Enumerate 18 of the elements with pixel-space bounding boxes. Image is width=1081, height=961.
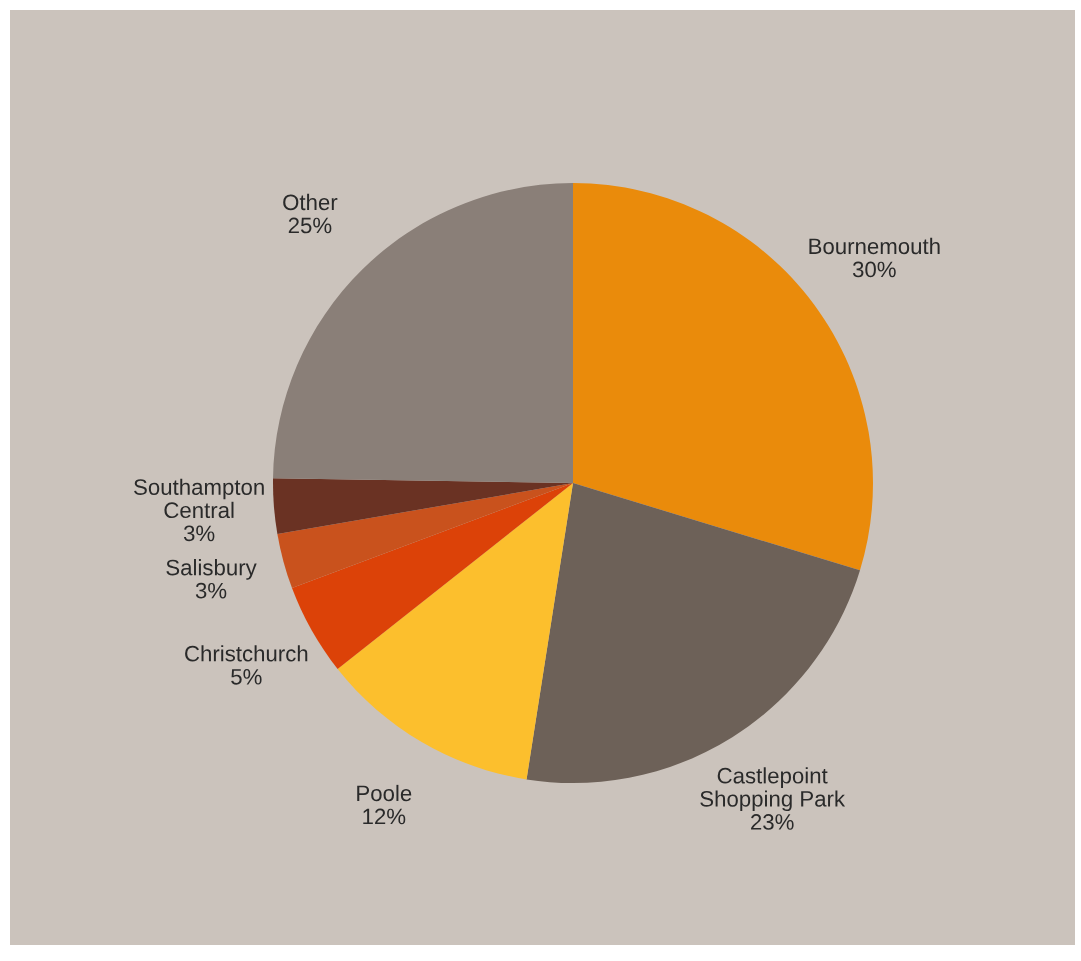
data-label: 5% — [231, 669, 262, 685]
data-label: 3% — [183, 525, 215, 542]
data-label: 12% — [363, 808, 406, 825]
pie-slice — [337, 483, 573, 780]
slice-label: Castlepoint Shopping Park — [700, 767, 846, 812]
data-label: 30% — [852, 261, 896, 278]
data-label: 23% — [751, 814, 794, 830]
slice-label: Christchurch — [185, 645, 308, 662]
slice-label: Salisbury — [166, 559, 257, 580]
data-label: 25% — [288, 217, 332, 234]
pie-slice — [277, 483, 573, 589]
slice-label: Poole — [357, 784, 412, 802]
slice-label: Other — [283, 193, 338, 211]
data-label: 3% — [195, 582, 227, 599]
pie-slice — [273, 478, 573, 535]
slice-label: Bournemouth — [809, 237, 940, 255]
pie-slice — [273, 183, 573, 483]
slice-label: Southampton Central — [134, 478, 264, 519]
